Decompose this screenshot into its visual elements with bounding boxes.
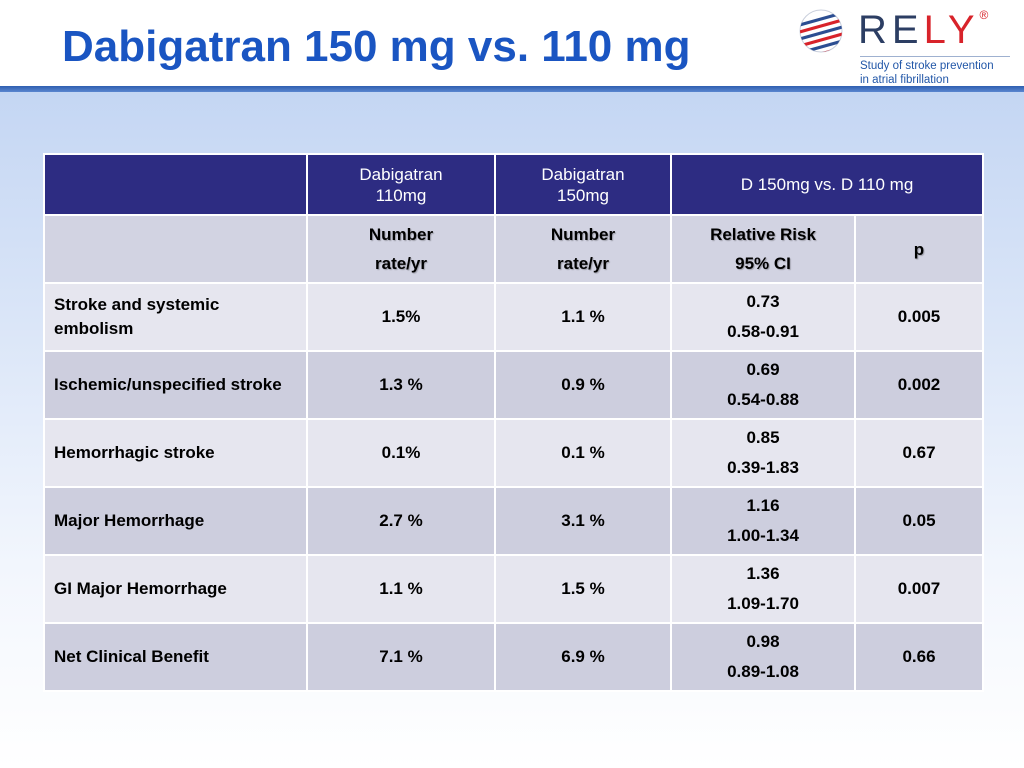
cell-p: 0.005: [854, 282, 984, 352]
slide-title: Dabigatran 150 mg vs. 110 mg: [62, 22, 691, 71]
header-comparison: D 150mg vs. D 110 mg: [670, 153, 984, 216]
cell-d110: 7.1 %: [306, 622, 496, 692]
row-label: Ischemic/unspecified stroke: [43, 350, 308, 420]
row-label: Major Hemorrhage: [43, 486, 308, 556]
subheader-blank-cell: [43, 214, 308, 284]
table-row: Hemorrhagic stroke 0.1% 0.1 % 0.85 0.39-1…: [43, 418, 984, 488]
cell-relative-risk: 0.69 0.54-0.88: [670, 350, 856, 420]
header-dabigatran-110: Dabigatran 110mg: [306, 153, 496, 216]
row-label: Net Clinical Benefit: [43, 622, 308, 692]
table-header-row: Dabigatran 110mg Dabigatran 150mg D 150mg …: [43, 153, 984, 216]
cell-relative-risk: 1.36 1.09-1.70: [670, 554, 856, 624]
cell-d150: 1.1 %: [494, 282, 672, 352]
cell-relative-risk: 0.73 0.58-0.91: [670, 282, 856, 352]
cell-d150: 6.9 %: [494, 622, 672, 692]
cell-d110: 1.5%: [306, 282, 496, 352]
cell-relative-risk: 1.16 1.00-1.34: [670, 486, 856, 556]
cell-p: 0.002: [854, 350, 984, 420]
subheader-rate-110: Number rate/yr: [306, 214, 496, 284]
cell-d110: 0.1%: [306, 418, 496, 488]
cell-p: 0.66: [854, 622, 984, 692]
table-row: Ischemic/unspecified stroke 1.3 % 0.9 % …: [43, 350, 984, 420]
row-label: Hemorrhagic stroke: [43, 418, 308, 488]
header-blank-cell: [43, 153, 308, 216]
table-row: GI Major Hemorrhage 1.1 % 1.5 % 1.36 1.09…: [43, 554, 984, 624]
logo-divider: [860, 56, 1010, 57]
cell-d150: 0.9 %: [494, 350, 672, 420]
cell-d110: 1.1 %: [306, 554, 496, 624]
subheader-p: p: [854, 214, 984, 284]
table-row: Net Clinical Benefit 7.1 % 6.9 % 0.98 0.8…: [43, 622, 984, 692]
cell-relative-risk: 0.85 0.39-1.83: [670, 418, 856, 488]
cell-d110: 2.7 %: [306, 486, 496, 556]
subheader-rate-150: Number rate/yr: [494, 214, 672, 284]
title-underline: [0, 86, 1024, 92]
subheader-relative-risk: Relative Risk 95% CI: [670, 214, 856, 284]
cell-d110: 1.3 %: [306, 350, 496, 420]
row-label: GI Major Hemorrhage: [43, 554, 308, 624]
logo-tagline: Study of stroke prevention in atrial fib…: [860, 60, 994, 86]
cell-d150: 1.5 %: [494, 554, 672, 624]
header-dabigatran-150: Dabigatran 150mg: [494, 153, 672, 216]
cell-relative-risk: 0.98 0.89-1.08: [670, 622, 856, 692]
rely-logo: RELY® Study of stroke prevention in atri…: [796, 4, 1020, 86]
row-label: Stroke and systemic embolism: [43, 282, 308, 352]
table-subheader-row: Number rate/yr Number rate/yr Relative Ris…: [43, 214, 984, 284]
rely-wordmark: RELY®: [858, 8, 989, 52]
cell-p: 0.67: [854, 418, 984, 488]
rely-globe-icon: [799, 9, 843, 53]
cell-p: 0.05: [854, 486, 984, 556]
cell-p: 0.007: [854, 554, 984, 624]
cell-d150: 0.1 %: [494, 418, 672, 488]
results-table: Dabigatran 110mg Dabigatran 150mg D 150mg …: [43, 153, 984, 692]
table-row: Stroke and systemic embolism 1.5% 1.1 % …: [43, 282, 984, 352]
cell-d150: 3.1 %: [494, 486, 672, 556]
table-row: Major Hemorrhage 2.7 % 3.1 % 1.16 1.00-1.…: [43, 486, 984, 556]
